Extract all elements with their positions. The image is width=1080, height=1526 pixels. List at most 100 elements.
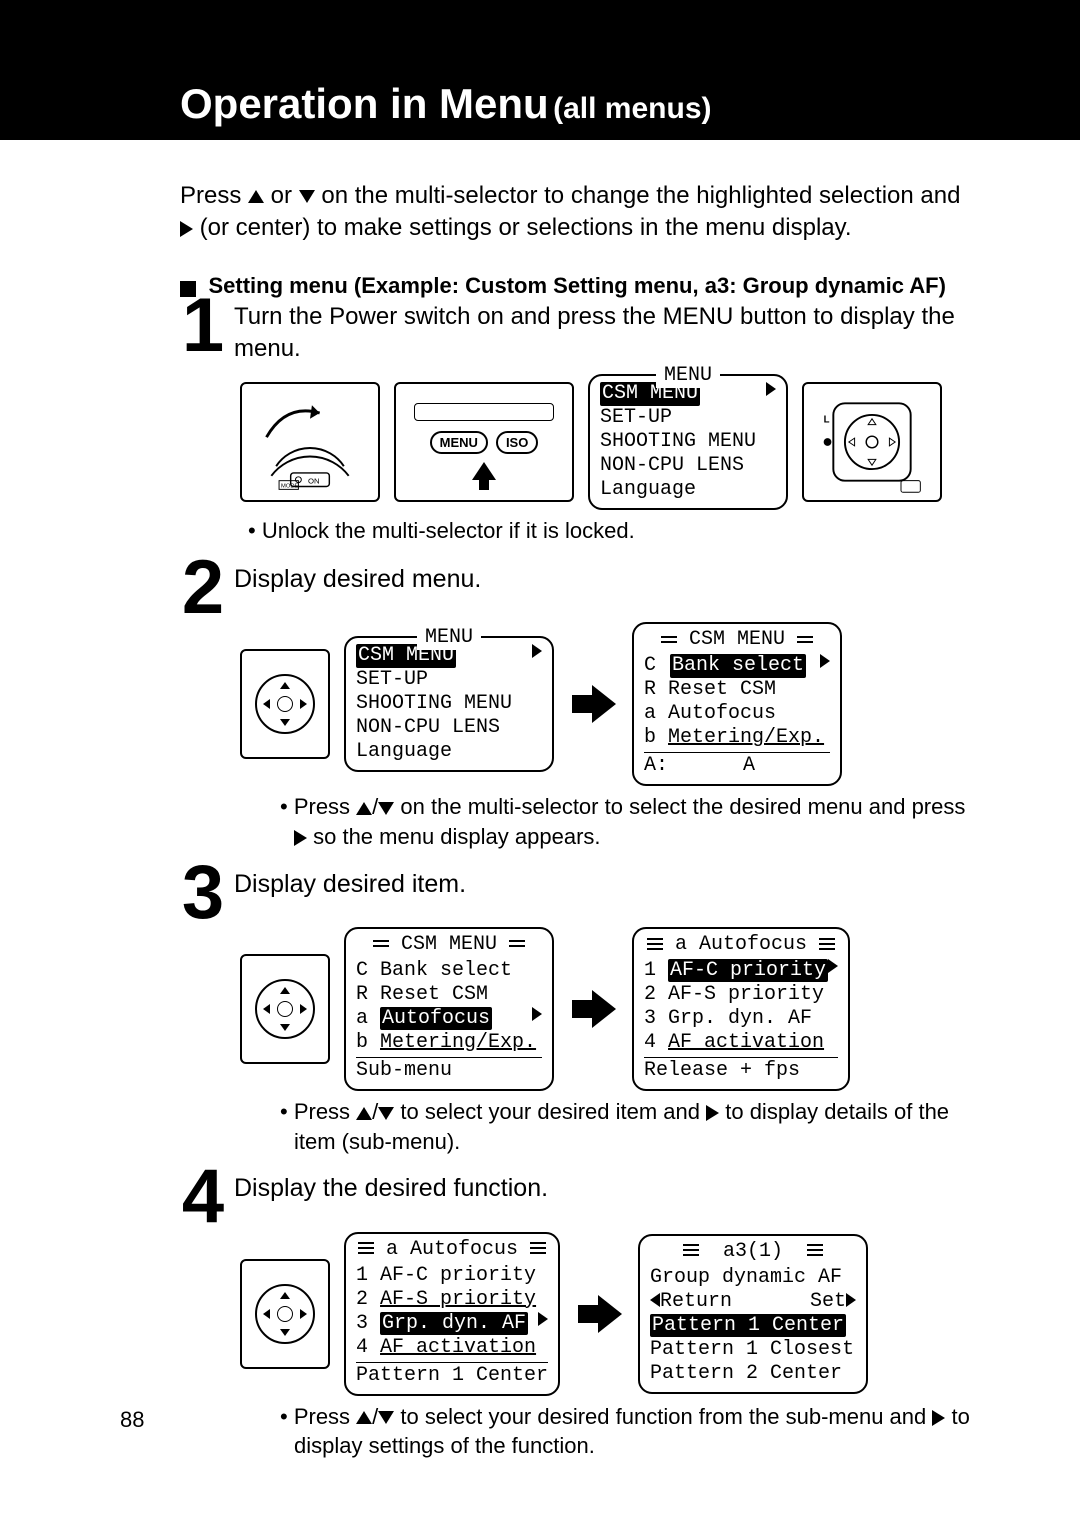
page-number: 88 [120,1407,144,1433]
up-icon [248,190,264,203]
step-4: 4 Display the desired function. [180,1170,970,1223]
step-number: 4 [180,1170,226,1223]
step4-note: • Press / to select your desired functio… [280,1402,970,1461]
power-switch-diagram: ON MODE [240,382,380,502]
right-arrow-icon [846,1293,856,1307]
right-icon [180,221,193,237]
lcd-key: 3 [356,1312,368,1335]
up-arrow-icon [472,462,496,480]
step-title: Display desired menu. [234,561,481,594]
lcd-item: Bank select [670,654,806,678]
lcd-item: Autofocus [380,1007,492,1030]
lcd-item: AF-C priority [380,1264,536,1287]
step1-lcd: MENU CSM MENU SET-UP SHOOTING MENU NON-C… [588,374,788,510]
lcd-title: a3(1) [646,1240,860,1264]
lcd-item: Grp. dyn. AF [380,1312,528,1335]
lcd-key: R [644,678,656,701]
lcd-footer: Pattern 1 Center [356,1362,548,1388]
setting-heading-row: Setting menu (Example: Custom Setting me… [180,273,970,299]
selector-diagram [240,649,330,759]
lcd-title: CSM MENU [640,628,834,652]
lcd-header: Group dynamic AF [650,1266,856,1290]
lcd-key: a [356,1007,368,1030]
lcd-title: CSM MENU [352,933,546,957]
lcd-item: AF activation [380,1336,536,1359]
lcd-item: SET-UP [356,668,542,692]
lcd-item: SHOOTING MENU [600,430,776,454]
content-area: Press or on the multi-selector to change… [0,180,1080,1461]
intro-text: Press or on the multi-selector to change… [180,180,970,245]
lcd-item: Reset CSM [668,678,776,701]
lcd-item: Grp. dyn. AF [668,1007,812,1030]
lcd-item: NON-CPU LENS [356,716,542,740]
step2-note: • Press / on the multi-selector to selec… [280,792,970,851]
step3-note: • Press / to select your desired item an… [280,1097,970,1156]
step-3: 3 Display desired item. [180,866,970,919]
lcd-title: MENU [417,626,481,650]
step-title: Display the desired function. [234,1170,548,1203]
right-arrow-icon [820,654,830,668]
lcd-key: 1 [356,1264,368,1287]
right-arrow-icon [828,959,838,973]
step2-lcd1: MENU CSM MENU SET-UP SHOOTING MENU NON-C… [344,636,554,772]
step3-lcd1: CSM MENU C Bank select R Reset CSM a Aut… [344,927,554,1091]
lcd-item: NON-CPU LENS [600,454,776,478]
lcd-return: Return [660,1290,732,1313]
lcd-item: AF-S priority [668,983,824,1006]
lcd-key: b [356,1031,368,1054]
lcd-title: MENU [656,364,720,388]
left-arrow-icon [650,1293,660,1307]
right-arrow-icon [532,1007,542,1021]
multi-selector-diagram: L [802,382,942,502]
lcd-item: AF-C priority [668,959,828,982]
step-text: Turn the Power switch on and press the M… [234,299,970,366]
selector-diagram [240,1259,330,1369]
svg-text:L: L [824,414,830,425]
right-arrow-icon [766,382,776,396]
lcd-footer: Release + fps [644,1057,838,1083]
lcd-key: 4 [356,1336,368,1359]
lcd-footer: A: [644,754,668,778]
lcd-item: Metering/Exp. [668,726,824,749]
step3-diagrams: CSM MENU C Bank select R Reset CSM a Aut… [240,927,970,1091]
step4-diagrams: a Autofocus 1 AF-C priority 2 AF-S prior… [240,1232,970,1396]
lcd-key: C [644,654,656,678]
lcd-item: SHOOTING MENU [356,692,542,716]
lcd-key: 3 [644,1007,656,1030]
lcd-item: Language [600,478,776,502]
lcd-item: Reset CSM [380,983,488,1006]
lcd-key: 1 [644,959,656,982]
lcd-title: a Autofocus [640,933,842,957]
lcd-key: 4 [644,1031,656,1054]
lcd-item: AF activation [668,1031,824,1054]
lcd-item: Metering/Exp. [380,1031,536,1054]
step4-lcd1: a Autofocus 1 AF-C priority 2 AF-S prior… [344,1232,560,1396]
step1-diagrams: ON MODE MENU ISO MENU CSM MENU SET-UP SH… [240,374,970,510]
lcd-item: SET-UP [600,406,776,430]
iso-button-label: ISO [496,431,538,454]
lcd-key: 2 [356,1288,368,1311]
lcd-title: a Autofocus [352,1238,552,1262]
arrow-right-icon [574,1289,624,1339]
lcd-key: b [644,726,656,749]
lcd-set: Set [810,1290,846,1313]
page-header: Operation in Menu (all menus) [0,0,1080,140]
selector-diagram [240,954,330,1064]
down-icon [299,190,315,203]
step-number: 3 [180,866,226,919]
arrow-right-icon [568,679,618,729]
right-arrow-icon [532,644,542,658]
lcd-item: Pattern 1 Closest [650,1338,856,1362]
svg-text:MODE: MODE [281,483,299,489]
step4-lcd2: a3(1) Group dynamic AF Return Set Pattern… [638,1234,868,1394]
lcd-footer: A [743,754,755,778]
step2-diagrams: MENU CSM MENU SET-UP SHOOTING MENU NON-C… [240,622,970,786]
menu-button-label: MENU [430,431,488,454]
lcd-item: Pattern 1 Center [650,1314,846,1337]
step2-lcd2: CSM MENU C Bank select R Reset CSM a Aut… [632,622,842,786]
lcd-key: 2 [644,983,656,1006]
lcd-item: Language [356,740,542,764]
step-number: 2 [180,561,226,614]
lcd-item: AF-S priority [380,1288,536,1311]
lcd-item: Autofocus [668,702,776,725]
